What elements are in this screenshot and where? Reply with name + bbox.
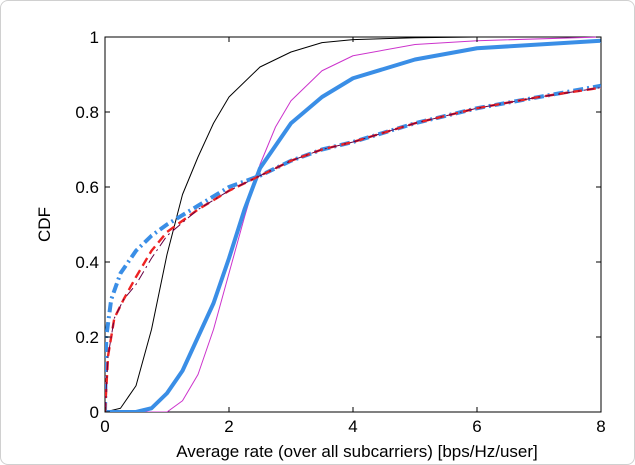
series-layer (105, 36, 601, 412)
series-line-5 (105, 86, 601, 412)
ticks-layer: 0 2 4 6 8 0 0.2 0.4 0.6 0.8 1 (75, 28, 605, 436)
y-tick-label: 0.6 (75, 178, 99, 197)
y-tick-label: 1 (90, 28, 99, 47)
y-tick-label: 0.4 (75, 253, 99, 272)
series-line-4 (105, 83, 601, 412)
x-tick-label: 0 (100, 417, 109, 436)
y-axis-label: CDF (35, 207, 54, 242)
x-tick-label: 4 (348, 417, 357, 436)
axes-box (104, 36, 602, 413)
x-tick-label: 6 (472, 417, 481, 436)
x-tick-label: 2 (224, 417, 233, 436)
series-line-2 (105, 36, 601, 412)
y-tick-label: 0.8 (75, 103, 99, 122)
y-tick-label: 0 (90, 403, 99, 422)
series-line-1 (105, 36, 601, 412)
x-axis-label: Average rate (over all subcarriers) [bps… (176, 442, 538, 461)
series-line-3 (105, 38, 601, 412)
y-tick-label: 0.2 (75, 328, 99, 347)
series-line-6 (105, 87, 601, 412)
x-tick-label: 8 (596, 417, 605, 436)
plot-area: 0 2 4 6 8 0 0.2 0.4 0.6 0.8 1 (75, 28, 605, 436)
